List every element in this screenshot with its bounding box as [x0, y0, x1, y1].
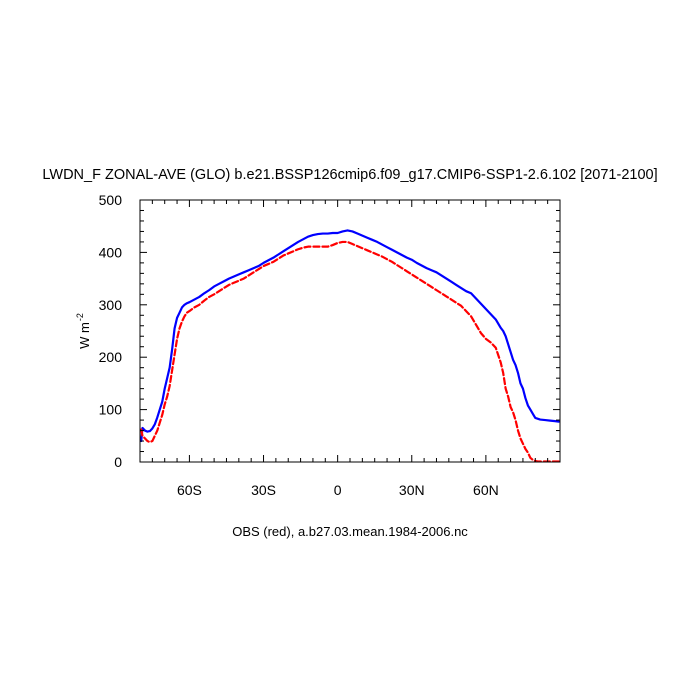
- y-tick-label: 500: [99, 192, 123, 208]
- chart-title: LWDN_F ZONAL-AVE (GLO) b.e21.BSSP126cmip…: [42, 167, 657, 183]
- obs-series-line: [140, 240, 560, 462]
- x-tick-label: 30S: [251, 482, 276, 498]
- x-tick-label: 60N: [473, 482, 499, 498]
- y-axis-title-base: W m: [77, 322, 92, 349]
- y-tick-label: 100: [99, 402, 123, 418]
- y-tick-label: 400: [99, 244, 123, 260]
- plot-frame: [139, 199, 561, 463]
- chart-caption: OBS (red), a.b27.03.mean.1984-2006.nc: [232, 524, 468, 539]
- y-axis-title-exponent: -2: [75, 313, 85, 321]
- model-series-line: [140, 229, 560, 443]
- x-tick-label: 30N: [399, 482, 425, 498]
- y-tick-label: 200: [99, 349, 123, 365]
- y-tick-label: 300: [99, 297, 123, 313]
- y-axis-title: W m-2: [75, 313, 92, 349]
- axis-ticks: 60S 30S 0 30N 60N 0 100 200 300 400 500: [99, 192, 561, 498]
- x-tick-label: 0: [334, 482, 342, 498]
- y-tick-label: 0: [114, 454, 122, 470]
- x-tick-label: 60S: [177, 482, 202, 498]
